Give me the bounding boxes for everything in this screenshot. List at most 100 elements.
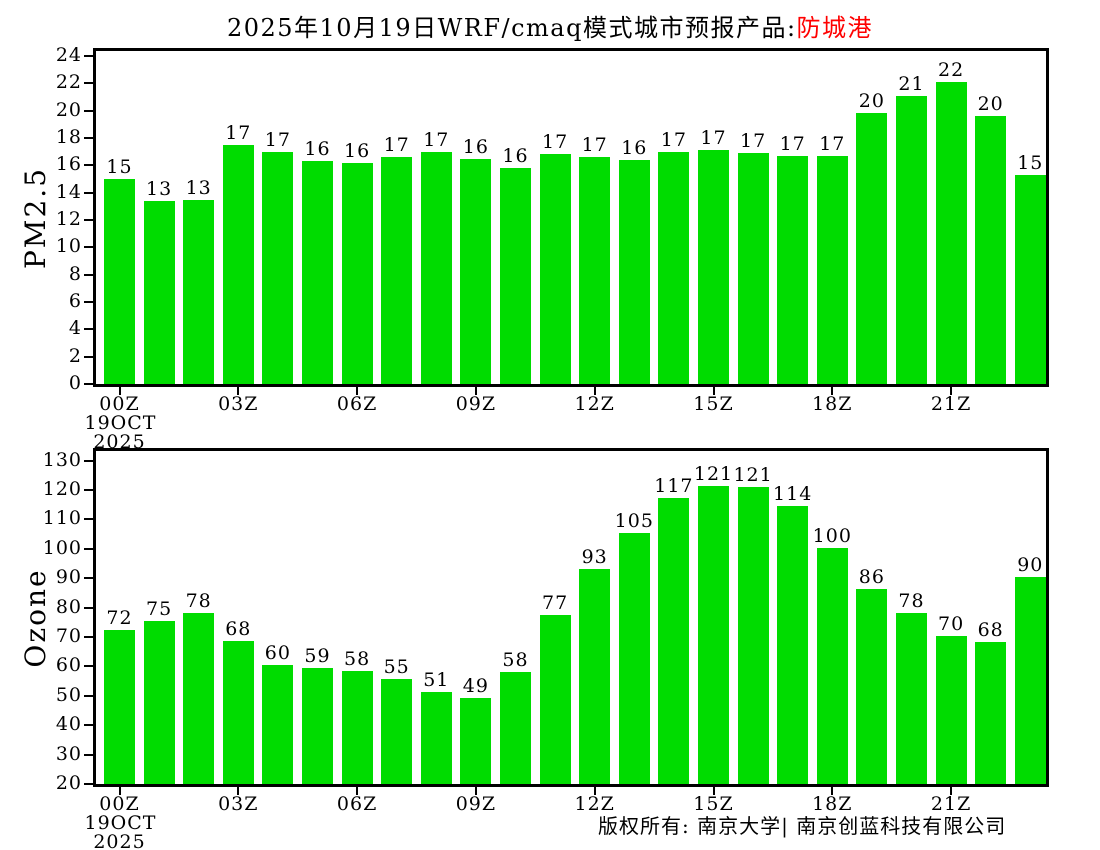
pm25-ytick — [84, 82, 93, 85]
ozone-bar-value-label: 121 — [733, 463, 773, 486]
ozone-bar-value-label: 59 — [304, 645, 331, 668]
ozone-bar-value-label: 78 — [185, 590, 212, 613]
pm25-ytick-label: 10 — [55, 235, 82, 258]
ozone-xtick-label: 03Z — [218, 793, 259, 815]
pm25-bar — [143, 200, 175, 384]
ozone-ytick — [84, 518, 93, 521]
ozone-bar — [935, 635, 967, 784]
pm25-xtick — [474, 387, 477, 395]
pm25-xtick-label: 21Z — [930, 393, 972, 415]
pm25-bar-value-label: 15 — [106, 155, 133, 178]
pm25-ytick-label: 24 — [55, 43, 82, 66]
ozone-plot-frame — [93, 448, 1049, 787]
pm25-ytick-label: 20 — [55, 98, 82, 121]
ozone-bar — [381, 679, 413, 784]
ozone-ytick — [84, 783, 93, 785]
ozone-bar — [777, 506, 809, 784]
pm25-bar — [579, 157, 611, 384]
ozone-xtick — [474, 787, 477, 795]
ozone-xtick — [118, 787, 121, 795]
pm25-ytick — [84, 273, 93, 276]
pm25-ytick — [84, 328, 93, 331]
ozone-ytick-label: 60 — [55, 654, 82, 677]
ozone-bar-value-label: 93 — [581, 545, 608, 568]
ozone-bar — [420, 691, 452, 784]
pm25-xtick-label: 06Z — [336, 393, 378, 415]
ozone-xtick-label: 15Z — [693, 793, 734, 815]
ozone-xtick-label: 12Z — [574, 793, 615, 815]
pm25-ytick — [84, 218, 93, 221]
ozone-bar — [183, 613, 215, 784]
pm25-bar — [500, 168, 531, 384]
pm25-bar-value-label: 13 — [185, 177, 212, 200]
pm25-ytick — [84, 136, 93, 139]
ozone-bar-value-label: 75 — [146, 598, 173, 621]
pm25-bar-value-label: 17 — [542, 131, 569, 154]
pm25-start-date-line: 2025 — [93, 431, 146, 453]
pm25-xtick — [950, 387, 953, 395]
ozone-ytick — [84, 459, 93, 462]
pm25-ytick-label: 8 — [68, 262, 82, 285]
pm25-bar-value-label: 20 — [858, 90, 885, 113]
pm25-bar — [262, 151, 294, 384]
ozone-ytick — [84, 489, 93, 491]
pm25-bar — [381, 157, 413, 384]
pm25-xtick — [712, 387, 715, 395]
ozone-ytick — [84, 577, 93, 580]
pm25-ytick-label: 12 — [55, 207, 82, 230]
ozone-bar — [460, 697, 492, 784]
ozone-ytick — [84, 606, 93, 609]
ozone-xtick — [593, 787, 596, 795]
ozone-ytick-label: 120 — [42, 478, 82, 500]
pm25-ytick — [84, 54, 93, 57]
ozone-bar — [896, 612, 927, 784]
ozone-bar-value-label: 105 — [614, 510, 654, 533]
pm25-bar-value-label: 16 — [462, 136, 489, 159]
pm25-bar-value-label: 17 — [264, 128, 291, 151]
pm25-bar — [816, 155, 848, 384]
pm25-ytick-label: 22 — [55, 71, 82, 94]
pm25-xtick — [237, 387, 240, 395]
pm25-ytick-label: 0 — [68, 372, 82, 394]
ozone-ytick — [84, 753, 93, 756]
ozone-bar — [816, 547, 848, 784]
pm25-plot-frame — [93, 48, 1049, 387]
ozone-bar-value-label: 90 — [1017, 554, 1044, 577]
pm25-bar — [935, 81, 967, 384]
pm25-bar-value-label: 21 — [898, 72, 925, 95]
pm25-start-date-line: 19OCT — [84, 412, 157, 434]
ozone-bar-value-label: 49 — [462, 674, 489, 697]
ozone-xtick-label: 06Z — [336, 793, 378, 815]
pm25-bar — [104, 178, 135, 384]
ozone-ytick-label: 90 — [55, 566, 82, 589]
pm25-bar-value-label: 17 — [660, 128, 687, 151]
ozone-bar-value-label: 70 — [938, 612, 965, 635]
ozone-bar-value-label: 58 — [344, 648, 371, 671]
ozone-bar — [262, 665, 294, 784]
ozone-bar-value-label: 78 — [898, 589, 925, 612]
pm25-xtick-label: 15Z — [693, 393, 734, 415]
pm25-ytick — [84, 383, 93, 385]
page-title-text: 2025年10月19日WRF/cmaq模式城市预报产品: — [226, 14, 797, 42]
ozone-xtick — [356, 787, 359, 795]
pm25-xtick-label: 09Z — [455, 393, 497, 415]
ozone-bar-value-label: 72 — [106, 606, 133, 629]
pm25-bar — [539, 154, 571, 384]
ozone-ytick-label: 30 — [55, 742, 82, 765]
ozone-xtick-label: 09Z — [455, 793, 497, 815]
ozone-bar — [341, 671, 373, 784]
pm25-bar-value-label: 16 — [621, 136, 648, 159]
pm25-bar — [896, 95, 927, 384]
pm25-bar — [698, 150, 729, 384]
pm25-bar — [222, 145, 254, 384]
ozone-bar — [539, 615, 571, 784]
ozone-bar — [222, 641, 254, 784]
ozone-ytick — [84, 547, 93, 550]
ozone-ytick-label: 100 — [42, 536, 82, 559]
ozone-bar-value-label: 121 — [693, 463, 734, 486]
ozone-bar-value-label: 55 — [383, 656, 410, 679]
pm25-ytick-label: 2 — [68, 344, 82, 367]
pm25-bar — [777, 155, 809, 384]
ozone-bar-value-label: 100 — [812, 524, 852, 547]
ozone-bar-value-label: 117 — [654, 475, 694, 498]
